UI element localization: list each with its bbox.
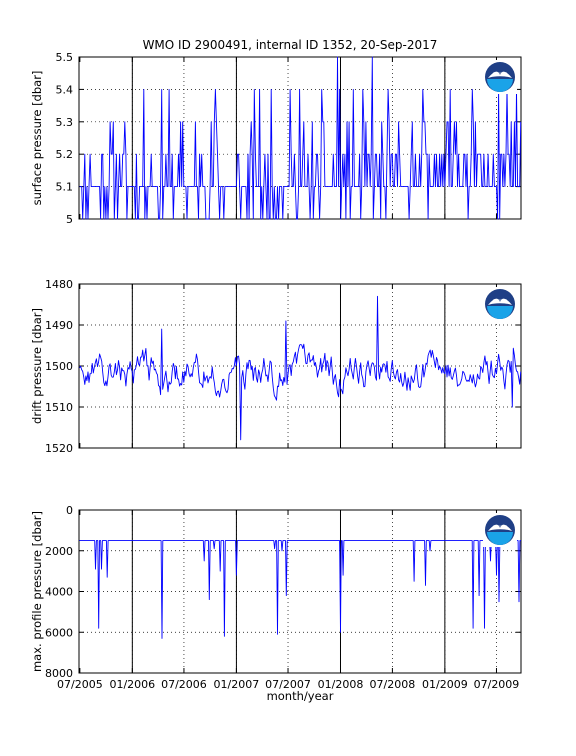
chart-panel-2: 1480 1490 1500 1510 1520 drift pressure [dbar… — [30, 278, 522, 455]
y-tick-label: 5.5 — [56, 51, 74, 64]
y-tick-label: 1490 — [45, 319, 73, 332]
y-axis-label: surface pressure [dbar] — [30, 71, 44, 206]
y-tick-label: 1500 — [45, 360, 73, 373]
y-tick-label: 6000 — [45, 626, 73, 639]
y-tick-label: 5.1 — [56, 181, 74, 194]
logo-bird — [488, 298, 512, 305]
logo-water — [487, 79, 513, 92]
x-axis-label: month/year — [267, 689, 334, 703]
x-tick-label: 07/2007 — [265, 678, 311, 691]
y-tick-label: 1510 — [45, 401, 73, 414]
series-line-1 — [79, 295, 522, 441]
x-tick-label: 07/2008 — [370, 678, 416, 691]
x-tick-label: 01/2008 — [318, 678, 364, 691]
y-tick-label: 2000 — [45, 545, 73, 558]
y-tick-label: 5.4 — [56, 83, 74, 96]
x-tick-label: 01/2009 — [422, 678, 468, 691]
chart-panel-1: 5 5.1 5.2 5.3 5.4 5.5 surface pressure [dbar] — [30, 51, 522, 226]
x-tick-label: 07/2009 — [474, 678, 520, 691]
x-tick-labels: 07/2005 01/2006 07/2006 01/2007 07/2007 01/20… — [57, 678, 519, 691]
y-tick-label: 5.3 — [56, 116, 74, 129]
y-tick-label: 4000 — [45, 586, 73, 599]
noaa-logo-icon — [483, 513, 517, 547]
logo-water — [487, 306, 513, 319]
y-tick-label: 5.2 — [56, 148, 74, 161]
x-tick-label: 07/2005 — [57, 678, 103, 691]
series-line-1 — [79, 540, 521, 639]
y-tick-label: 0 — [66, 504, 73, 517]
y-tick-label: 1520 — [45, 442, 73, 455]
y-tick-label: 8000 — [45, 667, 73, 680]
x-tick-label: 07/2006 — [161, 678, 207, 691]
logo-water — [487, 532, 513, 545]
figure-title: WMO ID 2900491, internal ID 1352, 20-Sep… — [143, 38, 438, 52]
x-tick-label: 01/2006 — [109, 678, 155, 691]
y-axis-label: max. profile pressure [dbar] — [30, 511, 44, 672]
logo-text-band — [493, 525, 507, 530]
logo-bird — [488, 524, 512, 531]
series-line-1 — [79, 56, 522, 220]
logo-text-band — [493, 299, 507, 304]
logo-bird — [488, 71, 512, 78]
y-tick-label: 1480 — [45, 278, 73, 291]
logo-text-band — [493, 72, 507, 77]
y-tick-label: 5 — [66, 213, 73, 226]
x-tick-label: 01/2007 — [214, 678, 260, 691]
y-axis-label: drift pressure [dbar] — [30, 308, 44, 424]
noaa-logo-icon — [483, 60, 517, 94]
noaa-logo-icon — [483, 287, 517, 321]
